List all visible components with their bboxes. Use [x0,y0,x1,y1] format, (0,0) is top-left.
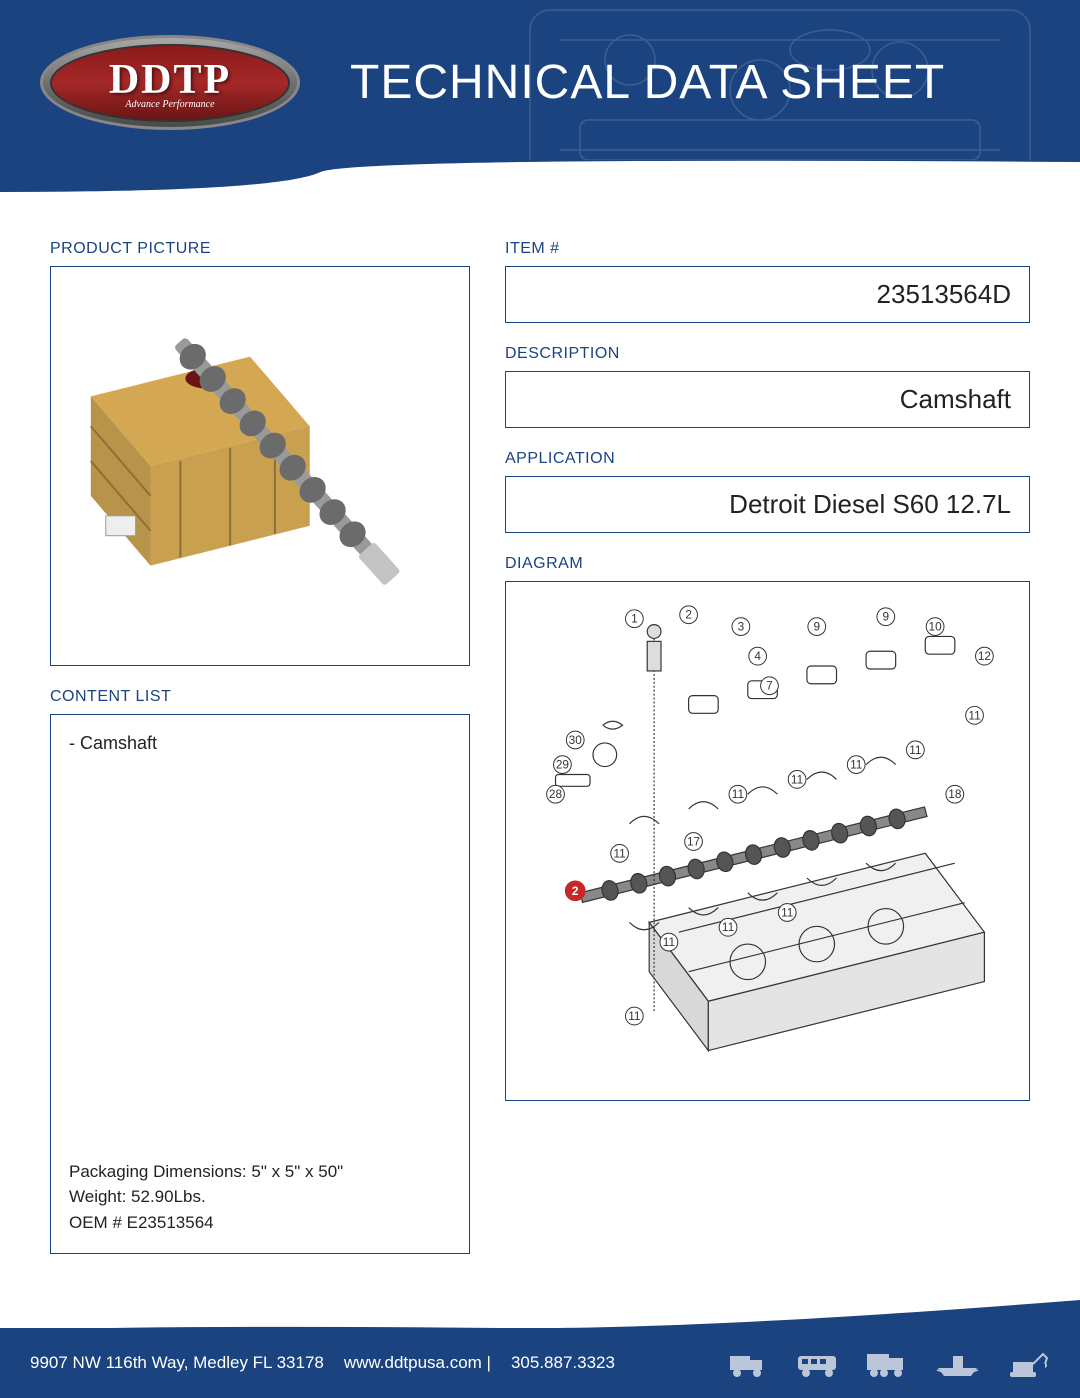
svg-text:18: 18 [948,787,962,801]
svg-text:11: 11 [781,905,793,919]
footer-contact: 9907 NW 116th Way, Medley FL 33178 www.d… [30,1353,615,1373]
item-number-value: 23513564D [877,279,1011,309]
header-curve-divider [0,160,1080,220]
application-box: Detroit Diesel S60 12.7L [505,476,1030,533]
svg-text:9: 9 [883,610,890,624]
company-logo: DDTP Advance Performance [40,35,300,130]
bus-icon [795,1348,840,1378]
product-image [51,267,469,665]
page-title: TECHNICAL DATA SHEET [350,55,945,110]
packaging-dimensions: Packaging Dimensions: 5" x 5" x 50" [69,1159,343,1185]
svg-text:10: 10 [929,620,943,634]
svg-text:11: 11 [663,935,675,949]
diagram-box: 1 2 3 4 7 9 9 10 12 11 18 11 11 11 11 17 [505,581,1030,1101]
item-number-label: ITEM # [505,240,1030,258]
svg-text:29: 29 [556,758,570,772]
right-column: ITEM # 23513564D DESCRIPTION Camshaft AP… [505,240,1030,1254]
main-content: PRODUCT PICTURE [0,190,1080,1254]
logo-text: DDTP [109,56,231,104]
application-label: APPLICATION [505,450,1030,468]
description-value: Camshaft [900,384,1011,414]
left-column: PRODUCT PICTURE [50,240,470,1254]
svg-text:11: 11 [732,787,744,801]
svg-text:9: 9 [813,620,820,634]
page-footer: 9907 NW 116th Way, Medley FL 33178 www.d… [0,1328,1080,1398]
svg-text:2: 2 [572,884,579,898]
excavator-icon [1005,1348,1050,1378]
product-picture-box [50,266,470,666]
svg-text:17: 17 [687,834,700,848]
item-number-box: 23513564D [505,266,1030,323]
truck-icon [725,1348,770,1378]
content-list-footer: Packaging Dimensions: 5" x 5" x 50" Weig… [69,1159,343,1236]
content-list-box: - Camshaft Packaging Dimensions: 5" x 5"… [50,714,470,1254]
svg-text:30: 30 [569,733,583,747]
footer-curve-divider [0,1300,1080,1330]
footer-address: 9907 NW 116th Way, Medley FL 33178 [30,1353,324,1373]
boat-icon [935,1348,980,1378]
logo-tagline: Advance Performance [125,99,214,110]
svg-text:11: 11 [968,708,980,722]
svg-text:11: 11 [909,743,921,757]
svg-text:12: 12 [978,649,991,663]
svg-text:3: 3 [738,620,745,634]
content-list-label: CONTENT LIST [50,688,470,706]
svg-text:2: 2 [685,608,692,622]
svg-text:1: 1 [631,612,638,626]
exploded-diagram: 1 2 3 4 7 9 9 10 12 11 18 11 11 11 11 17 [521,597,1014,1080]
svg-text:11: 11 [613,846,625,860]
oem-number: OEM # E23513564 [69,1210,343,1236]
weight-value: Weight: 52.90Lbs. [69,1184,343,1210]
footer-website: www.ddtpusa.com | [344,1353,491,1373]
semi-truck-icon [865,1348,910,1378]
description-label: DESCRIPTION [505,345,1030,363]
svg-text:11: 11 [722,920,734,934]
logo-badge: DDTP Advance Performance [50,44,290,122]
svg-text:11: 11 [791,772,803,786]
footer-phone: 305.887.3323 [511,1353,615,1373]
description-box: Camshaft [505,371,1030,428]
diagram-label: DIAGRAM [505,555,1030,573]
footer-vehicle-icons [725,1348,1050,1378]
product-picture-label: PRODUCT PICTURE [50,240,470,258]
svg-text:7: 7 [766,679,773,693]
svg-text:4: 4 [754,649,761,663]
svg-text:11: 11 [850,758,862,772]
svg-text:11: 11 [628,1009,640,1023]
application-value: Detroit Diesel S60 12.7L [729,489,1011,519]
svg-text:28: 28 [549,787,563,801]
content-list-item: - Camshaft [69,733,451,754]
